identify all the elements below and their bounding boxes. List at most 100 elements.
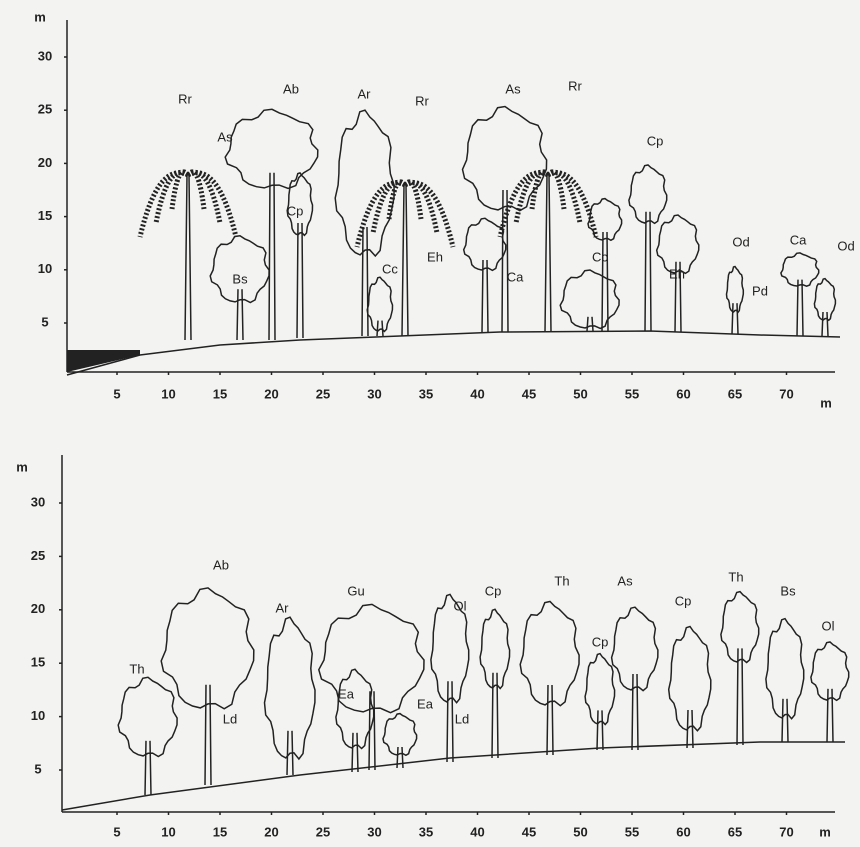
x-tick-label: 45 <box>522 386 536 401</box>
y-tick-label: 20 <box>38 155 52 170</box>
y-tick-label: 25 <box>38 102 52 117</box>
y-tick-label: 25 <box>31 548 45 563</box>
tree-crown <box>461 105 548 212</box>
tree-crown <box>462 217 507 272</box>
ground-line <box>66 330 841 376</box>
palm-trunk <box>401 184 409 337</box>
palm-frond <box>370 180 407 234</box>
tree-crown <box>559 269 620 330</box>
species-label: Od <box>732 234 749 249</box>
species-label: Ar <box>276 600 290 615</box>
species-label: Ea <box>417 696 434 711</box>
water <box>67 350 140 372</box>
species-label: Ea <box>338 686 355 701</box>
palm-frond <box>186 170 239 238</box>
y-tick-label: 30 <box>38 48 52 63</box>
species-label: Ab <box>283 81 299 96</box>
x-tick-label: 5 <box>113 386 120 401</box>
x-tick-label: 40 <box>470 824 484 839</box>
palm-frond <box>545 169 567 210</box>
x-tick-label: 30 <box>367 386 381 401</box>
x-tick-label: 50 <box>573 386 587 401</box>
species-label: Ol <box>454 598 467 613</box>
species-label: As <box>217 129 233 144</box>
x-axis-unit: m <box>820 395 832 410</box>
trunk <box>481 259 489 333</box>
palm-trunk <box>544 174 552 333</box>
trunk <box>351 732 359 773</box>
y-tick-label: 15 <box>31 655 45 670</box>
x-tick-label: 25 <box>316 386 330 401</box>
tree-crown <box>317 603 425 714</box>
tree-crown <box>209 235 270 304</box>
y-tick-label: 5 <box>41 314 48 329</box>
x-tick-label: 70 <box>779 824 793 839</box>
species-label: Ar <box>358 86 372 101</box>
x-tick-label: 20 <box>264 386 278 401</box>
species-label: Th <box>554 573 569 588</box>
trunk <box>586 316 594 332</box>
species-label: Cc <box>382 261 398 276</box>
y-axis-unit: m <box>34 9 46 24</box>
tree-crown <box>519 600 580 707</box>
trunk <box>396 746 404 769</box>
y-tick-label: 30 <box>31 494 45 509</box>
x-tick-label: 65 <box>728 386 742 401</box>
species-label: Pd <box>752 283 768 298</box>
tree-crown <box>655 214 700 275</box>
palm-frond <box>169 169 191 210</box>
tree-crown <box>382 712 418 757</box>
tree-crown <box>610 606 659 692</box>
species-label: Ca <box>790 232 807 247</box>
tree-crown <box>667 625 712 732</box>
trunk <box>546 684 554 756</box>
palm-frond <box>402 179 424 220</box>
trunk <box>781 698 789 743</box>
x-tick-label: 25 <box>316 824 330 839</box>
species-label: Cp <box>592 634 609 649</box>
species-label: Th <box>129 661 144 676</box>
species-label: Cp <box>485 583 502 598</box>
trunk <box>204 684 212 786</box>
tree-crown <box>117 676 178 758</box>
palm-frond <box>529 169 551 210</box>
trunk <box>796 279 804 337</box>
tree-crown <box>430 593 470 704</box>
species-label: Cc <box>592 249 608 264</box>
ground-line <box>61 741 845 811</box>
y-tick-label: 10 <box>38 261 52 276</box>
y-axis-unit: m <box>16 459 28 474</box>
trunk <box>601 231 609 332</box>
x-tick-label: 30 <box>367 824 381 839</box>
trunk <box>731 303 739 335</box>
x-tick-label: 55 <box>625 824 639 839</box>
tree-crown <box>334 109 395 258</box>
tree-crown <box>780 252 820 288</box>
palm-frond <box>186 170 223 224</box>
trunk <box>674 261 682 333</box>
species-label: Cp <box>647 133 664 148</box>
trunk <box>644 211 652 332</box>
species-label: Eh <box>427 249 443 264</box>
trunk <box>376 320 384 337</box>
trunk <box>144 740 152 796</box>
species-label: Eh <box>669 266 685 281</box>
x-axis-unit: m <box>819 824 831 839</box>
palm-frond <box>546 170 583 224</box>
x-tick-label: 40 <box>470 386 484 401</box>
x-tick-label: 20 <box>264 824 278 839</box>
x-tick-label: 55 <box>625 386 639 401</box>
tree-crown <box>263 616 316 761</box>
y-tick-label: 10 <box>31 708 45 723</box>
tree-crown <box>366 276 394 333</box>
x-tick-label: 15 <box>213 386 227 401</box>
species-label: Ld <box>455 711 469 726</box>
tree-crown <box>765 617 805 720</box>
palm-frond <box>546 170 599 238</box>
y-tick-label: 5 <box>34 761 41 776</box>
palm-trunk <box>184 174 192 341</box>
species-label: Bs <box>780 583 796 598</box>
tree-crown <box>813 277 837 322</box>
y-tick-label: 15 <box>38 208 52 223</box>
